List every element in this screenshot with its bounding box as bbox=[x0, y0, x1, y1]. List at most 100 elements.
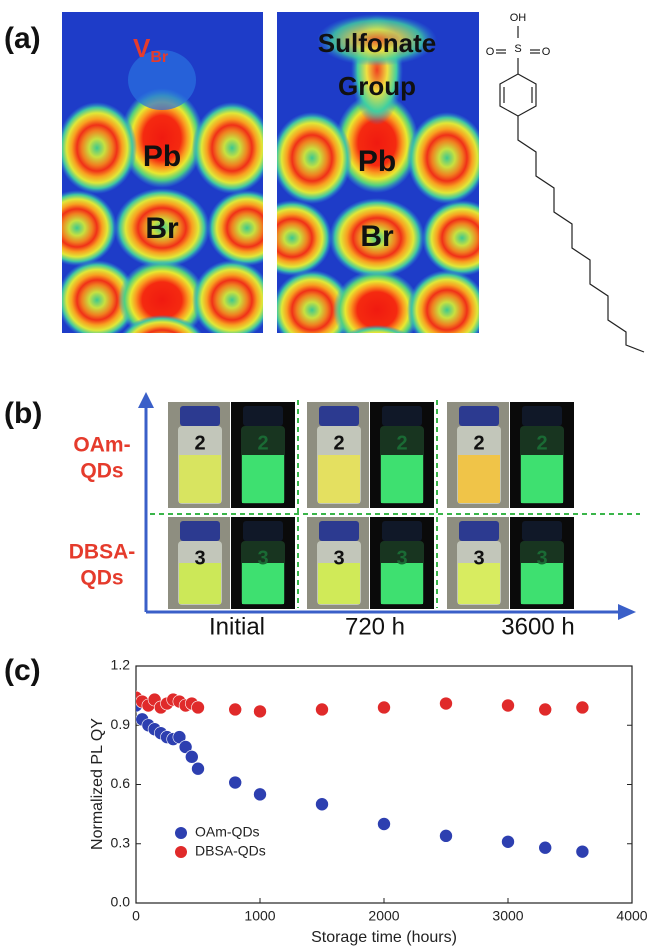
y-tick-label: 0.3 bbox=[111, 834, 131, 850]
vial-number: 3 bbox=[473, 547, 484, 569]
data-point bbox=[378, 818, 391, 831]
data-point bbox=[576, 701, 589, 714]
data-point bbox=[229, 703, 242, 716]
atom-label: Br bbox=[360, 220, 394, 253]
vial-number: 3 bbox=[333, 547, 344, 569]
group-label: Group bbox=[338, 71, 416, 101]
data-point bbox=[502, 835, 515, 848]
vacancy-symbol: V bbox=[133, 33, 151, 63]
atom-density bbox=[37, 190, 117, 266]
column-label: Initial bbox=[209, 613, 265, 640]
vial-cap bbox=[522, 406, 562, 426]
vial-number: 3 bbox=[396, 547, 407, 569]
data-point bbox=[185, 750, 198, 763]
vial-number: 3 bbox=[536, 547, 547, 569]
panel-label: (b) bbox=[4, 397, 42, 430]
data-point bbox=[192, 701, 205, 714]
data-point bbox=[229, 776, 242, 789]
atom-density bbox=[422, 200, 502, 276]
y-tick-label: 0.6 bbox=[111, 775, 131, 791]
data-point bbox=[440, 829, 453, 842]
x-tick-label: 1000 bbox=[244, 908, 275, 924]
atom-density bbox=[118, 315, 206, 375]
column-label: 3600 h bbox=[501, 613, 574, 640]
x-tick-label: 2000 bbox=[368, 908, 399, 924]
vial-cap bbox=[382, 406, 422, 426]
panel-label: (c) bbox=[4, 654, 41, 687]
atom-density bbox=[57, 102, 137, 194]
vial-cap bbox=[459, 521, 499, 541]
y-axis-label: Normalized PL QY bbox=[89, 718, 106, 850]
vial-number: 3 bbox=[194, 547, 205, 569]
data-point bbox=[378, 701, 391, 714]
data-point bbox=[254, 705, 267, 718]
row-label: QDs bbox=[80, 567, 123, 590]
scatter-chart: Storage time (hours) Normalized PL QY 0 1… bbox=[89, 657, 648, 947]
vial-number: 2 bbox=[396, 432, 407, 454]
vial-number: 3 bbox=[257, 547, 268, 569]
vacancy-subscript: Br bbox=[150, 49, 168, 66]
vial-cap bbox=[319, 521, 359, 541]
atom-label: Pb bbox=[358, 145, 396, 178]
atom-density bbox=[407, 270, 487, 350]
vial-cap bbox=[382, 521, 422, 541]
data-point bbox=[539, 703, 552, 716]
figure: (a) VBr Pb Br Sulfonate Group Pb Br OH S… bbox=[0, 0, 649, 948]
data-point bbox=[254, 788, 267, 801]
x-tick-label: 0 bbox=[132, 908, 140, 924]
vial-cap bbox=[180, 521, 220, 541]
legend-label: OAm-QDs bbox=[195, 824, 260, 840]
molecule bbox=[496, 26, 644, 352]
y-tick-label: 0.9 bbox=[111, 716, 131, 732]
vial-cap bbox=[522, 521, 562, 541]
atom-density bbox=[207, 190, 287, 266]
atom-density bbox=[192, 102, 272, 194]
vial-number: 2 bbox=[536, 432, 547, 454]
x-tick-label: 4000 bbox=[616, 908, 647, 924]
row-label: DBSA- bbox=[69, 541, 136, 564]
vial-number: 2 bbox=[257, 432, 268, 454]
vial-cap bbox=[180, 406, 220, 426]
vial-cap bbox=[459, 406, 499, 426]
panel-label: (a) bbox=[4, 22, 41, 55]
data-point bbox=[192, 762, 205, 775]
charge-density-map bbox=[252, 12, 502, 385]
atom-density bbox=[407, 112, 487, 204]
vial-liquid bbox=[381, 455, 423, 503]
vial-cap bbox=[243, 406, 283, 426]
legend-marker bbox=[175, 827, 187, 839]
atom-label: Br bbox=[145, 212, 179, 245]
x-tick-label: 3000 bbox=[492, 908, 523, 924]
group-label: Sulfonate bbox=[318, 28, 436, 58]
row-label: OAm- bbox=[73, 434, 130, 457]
atom-density bbox=[333, 325, 421, 385]
atom-density bbox=[192, 260, 272, 340]
x-axis-label: Storage time (hours) bbox=[311, 929, 457, 946]
vial-liquid bbox=[179, 455, 221, 503]
atom-text: O bbox=[486, 46, 495, 58]
vial-liquid bbox=[458, 455, 500, 503]
atom-text: OH bbox=[510, 12, 527, 24]
atom-text: S bbox=[514, 43, 521, 55]
vial-liquid bbox=[318, 455, 360, 503]
data-point bbox=[316, 798, 329, 811]
data-point bbox=[576, 845, 589, 858]
atom-text: O bbox=[542, 46, 551, 58]
vial-cap bbox=[243, 521, 283, 541]
vial-cap bbox=[319, 406, 359, 426]
column-label: 720 h bbox=[345, 613, 405, 640]
vial-number: 2 bbox=[333, 432, 344, 454]
data-point bbox=[316, 703, 329, 716]
atom-density bbox=[272, 112, 352, 204]
vial-liquid bbox=[521, 455, 563, 503]
row-label: QDs bbox=[80, 460, 123, 483]
y-tick-label: 0.0 bbox=[111, 894, 131, 910]
charge-density-map bbox=[37, 12, 287, 375]
vial-number: 2 bbox=[194, 432, 205, 454]
legend-marker bbox=[175, 846, 187, 858]
atom-label: Pb bbox=[143, 140, 181, 173]
legend-label: DBSA-QDs bbox=[195, 843, 266, 859]
atom-density bbox=[252, 200, 332, 276]
vial-liquid bbox=[242, 455, 284, 503]
